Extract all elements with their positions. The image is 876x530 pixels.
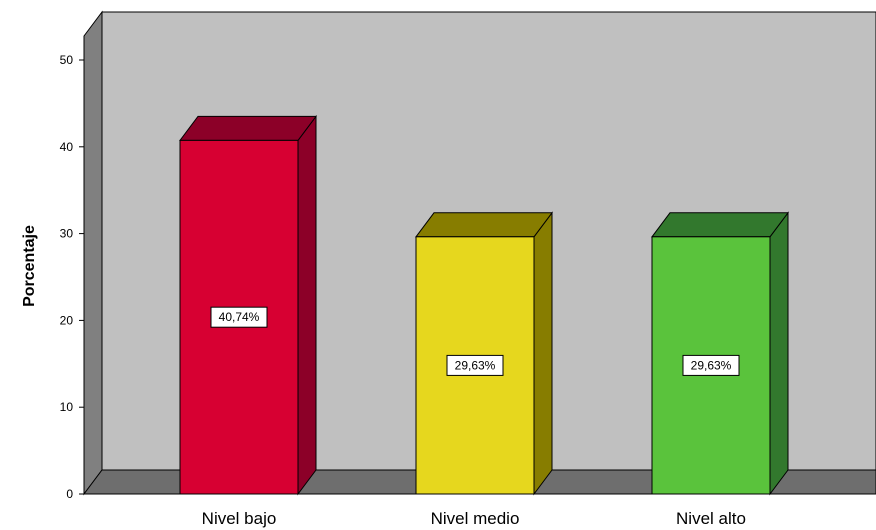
bar-side <box>533 211 553 496</box>
bar-3: 29,63% <box>651 211 789 496</box>
y-axis-ticks: 0 10 20 30 40 50 <box>60 53 84 501</box>
plot-side-wall <box>83 10 103 496</box>
bar-top <box>415 212 553 238</box>
category-labels: Nivel bajo Nivel medio Nivel alto <box>202 509 746 528</box>
category-label: Nivel bajo <box>202 509 277 528</box>
bar-2: 29,63% <box>415 211 553 496</box>
data-label: 29,63% <box>455 358 496 372</box>
y-tick-label: 50 <box>60 53 74 67</box>
category-label: Nivel alto <box>676 509 746 528</box>
data-label-box <box>446 354 504 376</box>
y-tick-label: 30 <box>60 227 74 241</box>
data-label-box <box>682 354 740 376</box>
bar-top <box>651 212 789 238</box>
y-axis-title: Porcentaje <box>21 225 38 307</box>
bar-side <box>297 114 317 496</box>
bar-front <box>651 236 771 495</box>
y-tick-label: 40 <box>60 140 74 154</box>
bar-top <box>179 115 317 141</box>
bars-group: 40,74% 29,63% 29,63% <box>179 114 789 496</box>
data-label: 29,63% <box>691 358 732 372</box>
category-label: Nivel medio <box>431 509 520 528</box>
y-tick-label: 20 <box>60 313 74 327</box>
bar-side <box>769 211 789 496</box>
y-tick-label: 10 <box>60 400 74 414</box>
bar-1: 40,74% <box>179 114 317 496</box>
y-tick-label: 0 <box>66 487 73 501</box>
data-label-box <box>210 306 268 328</box>
data-label: 40,74% <box>219 310 260 324</box>
